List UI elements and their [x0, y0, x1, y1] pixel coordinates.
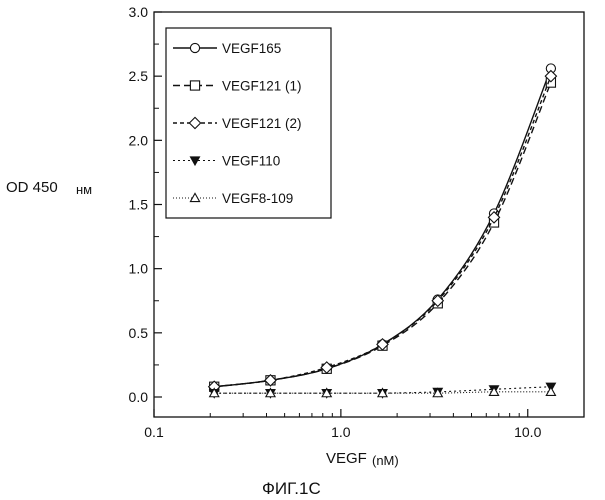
x-axis-title: VEGF (nM): [326, 450, 399, 468]
x-axis-label: VEGF: [326, 450, 367, 467]
legend-label: VEGF165: [222, 41, 281, 56]
figure: 0.00.51.01.52.02.53.00.11.010.0 VEGF165V…: [0, 0, 605, 500]
y-tick-label: 0.5: [129, 325, 149, 341]
y-tick-label: 2.0: [129, 132, 149, 148]
y-tick-label: 3.0: [129, 4, 149, 20]
x-tick-label: 0.1: [144, 424, 164, 440]
y-tick-label: 1.5: [129, 197, 149, 213]
legend-marker: [190, 43, 199, 52]
legend: VEGF165 VEGF121 (1) VEGF121 (2) VEGF110 VEGF…: [166, 28, 331, 218]
x-tick-label: 1.0: [331, 424, 351, 440]
y-tick-label: 0.0: [129, 389, 149, 405]
y-tick-label: 2.5: [129, 68, 149, 84]
legend-label: VEGF121 (1): [222, 79, 302, 94]
legend-label: VEGF121 (2): [222, 116, 302, 131]
legend-marker: [190, 81, 199, 90]
legend-label: VEGF110: [222, 154, 280, 169]
y-axis-title: OD 450 нм: [6, 179, 92, 197]
series-4: [210, 387, 556, 396]
y-axis-label: OD 450: [6, 179, 58, 196]
legend-label: VEGF8-109: [222, 191, 293, 206]
figure-caption: ФИГ.1С: [262, 479, 321, 498]
y-axis-unit: нм: [76, 182, 92, 197]
x-axis-unit: (nM): [372, 453, 399, 468]
x-tick-label: 10.0: [514, 424, 541, 440]
y-tick-label: 1.0: [129, 261, 149, 277]
